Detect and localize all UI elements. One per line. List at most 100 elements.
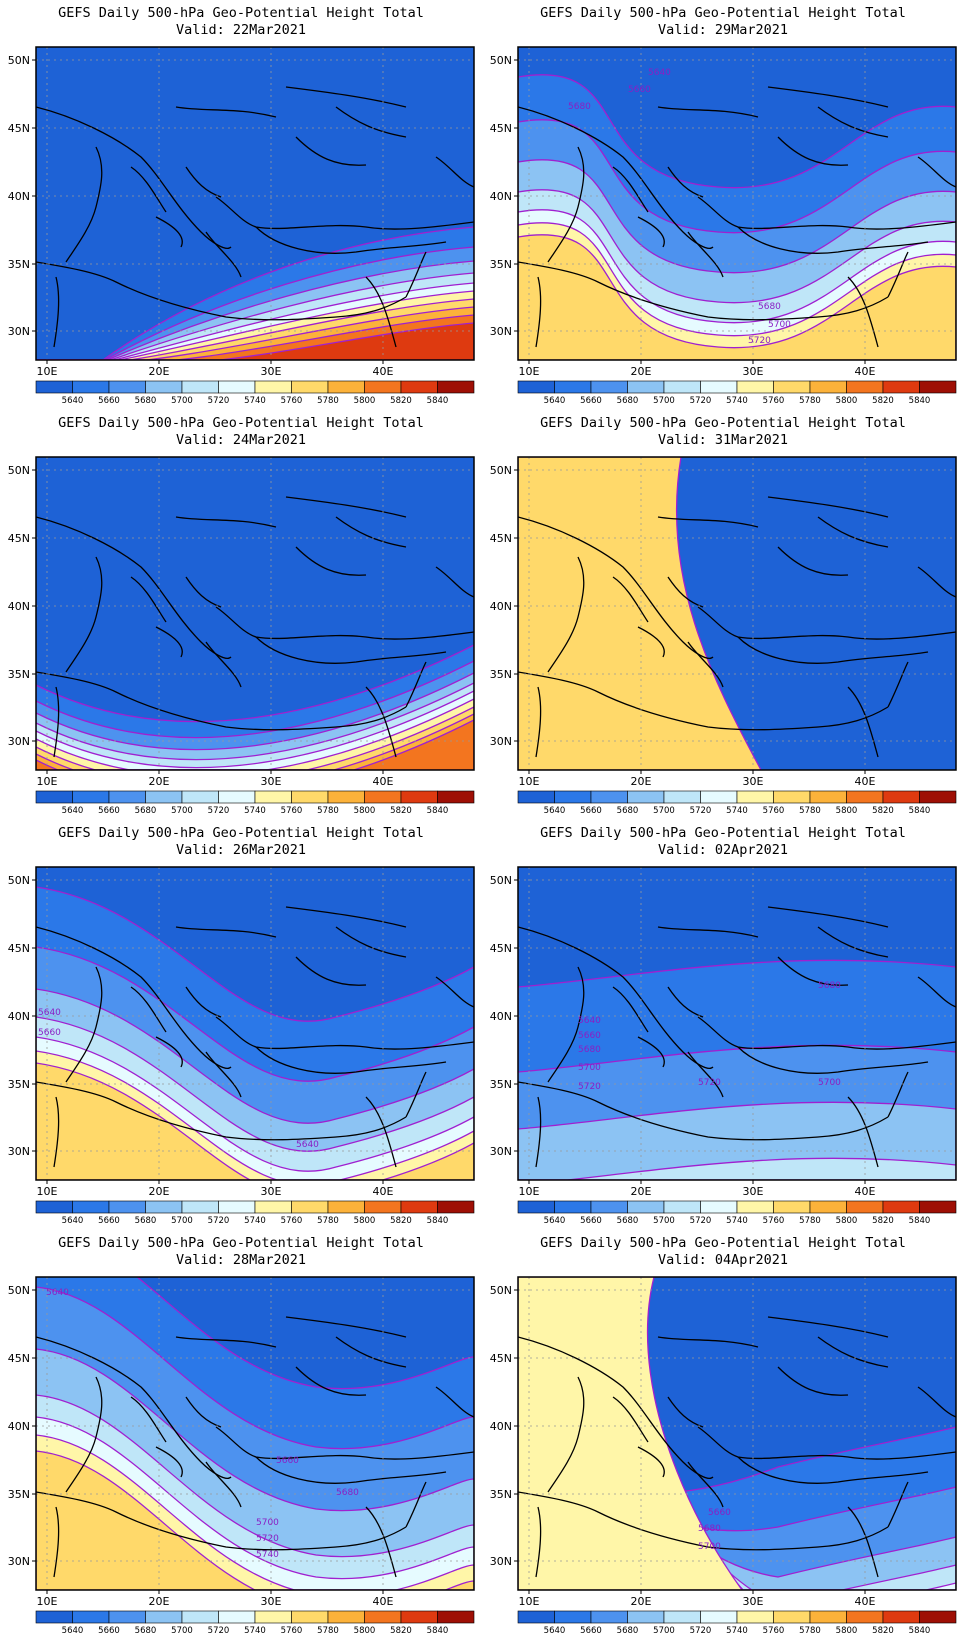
lon-label: 10E: [519, 775, 540, 788]
colorbar-swatch: [627, 1200, 665, 1214]
coastline: [687, 231, 724, 278]
coastline: [657, 926, 759, 938]
height-contour: [36, 1016, 474, 1180]
height-contour: [518, 1277, 956, 1590]
height-contour: [36, 946, 474, 1180]
colorbar-label: 5720: [208, 396, 230, 406]
colorbar: 5640 5660 5680 5700 5720 5740 5760 5780 5800 5820…: [35, 790, 475, 816]
colorbar-label: 5680: [617, 1626, 639, 1636]
coastline: [335, 106, 407, 138]
coastline: [697, 606, 956, 640]
colorbar-swatch: [108, 790, 146, 804]
colorbar-swatch: [254, 790, 292, 804]
colorbar-swatch: [35, 380, 73, 394]
colorbar-swatch: [291, 1610, 329, 1624]
height-contour: [36, 322, 474, 360]
coastline: [777, 1366, 849, 1396]
colorbar-label: 5800: [354, 1216, 376, 1226]
colorbar-swatch: [809, 1200, 847, 1214]
coastline: [36, 261, 407, 321]
colorbar: 5640 5660 5680 5700 5720 5740 5760 5780 5800 5820…: [35, 380, 475, 406]
height-contour: [36, 314, 474, 360]
lon-label: 40E: [855, 1185, 876, 1198]
lon-label: 30E: [261, 775, 282, 788]
lon-label: 40E: [373, 1595, 394, 1608]
lat-label: 30N: [490, 1145, 512, 1158]
coastline: [917, 976, 956, 1008]
colorbar-label: 5840: [427, 806, 449, 816]
colorbar-swatch: [846, 380, 884, 394]
colorbar-label: 5760: [763, 396, 785, 406]
lon-label: 20E: [631, 1595, 652, 1608]
lon-label: 30E: [261, 1595, 282, 1608]
lat-lon-grid: [518, 457, 956, 770]
colorbar-label: 5680: [135, 1216, 157, 1226]
coastline: [847, 1096, 879, 1168]
lat-label: 50N: [8, 1284, 30, 1297]
coastline: [365, 1096, 397, 1168]
colorbar: 5640 5660 5680 5700 5720 5740 5760 5780 5800 5820…: [35, 1200, 475, 1226]
lat-label: 30N: [8, 1145, 30, 1158]
colorbar-label: 5740: [244, 1626, 266, 1636]
lon-label: 40E: [855, 365, 876, 378]
colorbar-swatch: [882, 1610, 920, 1624]
coastlines: [518, 1316, 956, 1578]
contour-label: 5700: [578, 1063, 601, 1073]
colorbar-swatch: [364, 1200, 402, 1214]
coastline: [887, 251, 909, 298]
colorbar-swatch: [736, 380, 774, 394]
colorbar-label: 5700: [653, 1626, 675, 1636]
colorbar-label: 5820: [872, 1626, 894, 1636]
lat-lon-grid: [518, 47, 956, 360]
contour-label: 5640: [46, 1288, 69, 1298]
height-contour: [36, 886, 474, 1180]
coastline: [817, 926, 889, 958]
colorbar-swatch: [400, 380, 438, 394]
colorbar-swatch: [291, 380, 329, 394]
colorbar-label: 5820: [390, 396, 412, 406]
colorbar-swatch: [919, 380, 957, 394]
lat-label: 50N: [490, 54, 512, 67]
colorbar-label: 5840: [427, 396, 449, 406]
coastline: [547, 966, 585, 1083]
lon-label: 30E: [261, 1185, 282, 1198]
map-frame: [517, 46, 957, 361]
lon-label: 20E: [149, 775, 170, 788]
coastline: [847, 276, 879, 348]
lon-label: 10E: [37, 365, 58, 378]
lat-label: 45N: [8, 1352, 30, 1365]
colorbar-label: 5640: [544, 396, 566, 406]
colorbar-swatch: [773, 1610, 811, 1624]
height-contour: [36, 260, 474, 360]
colorbar-label: 5800: [836, 1216, 858, 1226]
lat-label: 30N: [8, 735, 30, 748]
map-frame: [517, 866, 957, 1181]
colorbar-swatch: [181, 380, 219, 394]
colorbar-label: 5660: [580, 1626, 602, 1636]
lat-label: 35N: [8, 1078, 30, 1091]
contour-label: 5720: [578, 1082, 601, 1092]
colorbar-label: 5780: [799, 1216, 821, 1226]
colorbar-label: 5780: [317, 806, 339, 816]
coastline: [175, 926, 277, 938]
coastlines: [36, 906, 474, 1168]
coastline: [65, 146, 103, 263]
lat-label: 30N: [8, 325, 30, 338]
coastline: [667, 1396, 704, 1428]
colorbar-swatch: [145, 790, 183, 804]
coastline: [612, 166, 649, 213]
coastline: [295, 956, 367, 986]
height-contour: [36, 1062, 474, 1180]
lat-label: 40N: [490, 1420, 512, 1433]
contour-label: 5740: [256, 1550, 279, 1560]
coastline: [637, 1036, 665, 1068]
height-contour: [36, 1286, 474, 1590]
coastline: [657, 106, 759, 118]
contour-label: 5680: [578, 1045, 601, 1055]
lon-label: 10E: [519, 1185, 540, 1198]
height-bands: [518, 74, 956, 360]
coastline: [817, 106, 889, 138]
lon-label: 30E: [261, 365, 282, 378]
coastline: [255, 1456, 447, 1484]
